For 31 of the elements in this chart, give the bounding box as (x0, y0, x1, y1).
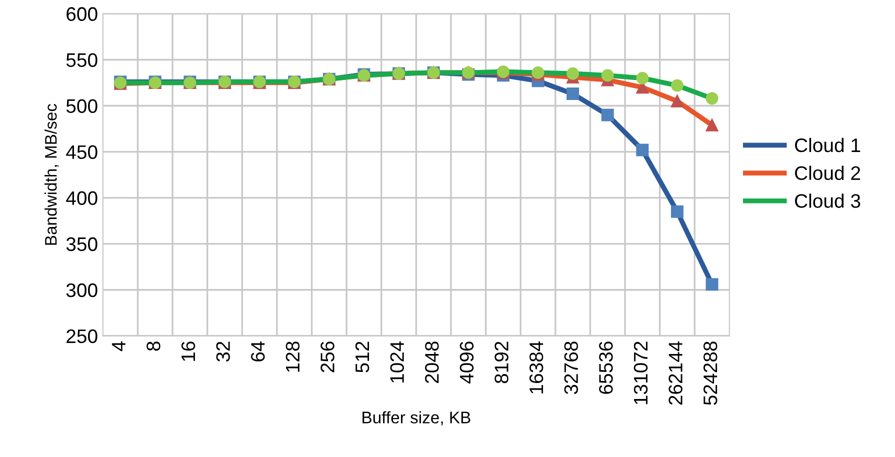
x-tick-label: 65536 (599, 342, 613, 394)
y-tick-label: 300 (66, 283, 98, 298)
y-tick-label: 250 (66, 329, 98, 344)
x-axis-title: Buffer size, KB (362, 411, 470, 426)
x-tick-label: 256 (320, 342, 334, 372)
x-tick-label: 131072 (634, 342, 648, 404)
y-tick-label: 600 (66, 7, 98, 21)
x-tick-label: 32 (216, 342, 230, 362)
x-tick-label: 262144 (668, 341, 682, 405)
x-tick-label: 16 (181, 342, 196, 361)
y-tick-label: 550 (66, 53, 98, 67)
x-tick-label: 8 (146, 342, 160, 351)
y-tick-label: 400 (66, 191, 98, 206)
x-tick-label: 1024 (390, 341, 404, 383)
y-tick-label: 450 (66, 145, 98, 160)
y-axis-title: Bandwidth, MB/sec (44, 104, 59, 245)
x-tick-label: 128 (286, 342, 300, 372)
x-tick-label: 2048 (425, 342, 439, 384)
x-tick-label: 32768 (564, 342, 578, 394)
x-tick-label: 524288 (703, 342, 718, 405)
x-tick-label: 8192 (494, 342, 508, 384)
x-tick-label: 16384 (529, 341, 544, 394)
x-tick-label: 64 (251, 341, 265, 362)
y-tick-label: 500 (66, 99, 98, 113)
legend-label: Cloud 1 (795, 138, 860, 152)
x-tick-label: 4 (112, 341, 126, 352)
legend-label: Cloud 3 (795, 194, 860, 208)
y-tick-label: 350 (66, 237, 98, 252)
x-tick-label: 4096 (460, 342, 474, 384)
x-tick-label: 512 (355, 342, 370, 372)
legend-label: Cloud 2 (795, 166, 860, 180)
